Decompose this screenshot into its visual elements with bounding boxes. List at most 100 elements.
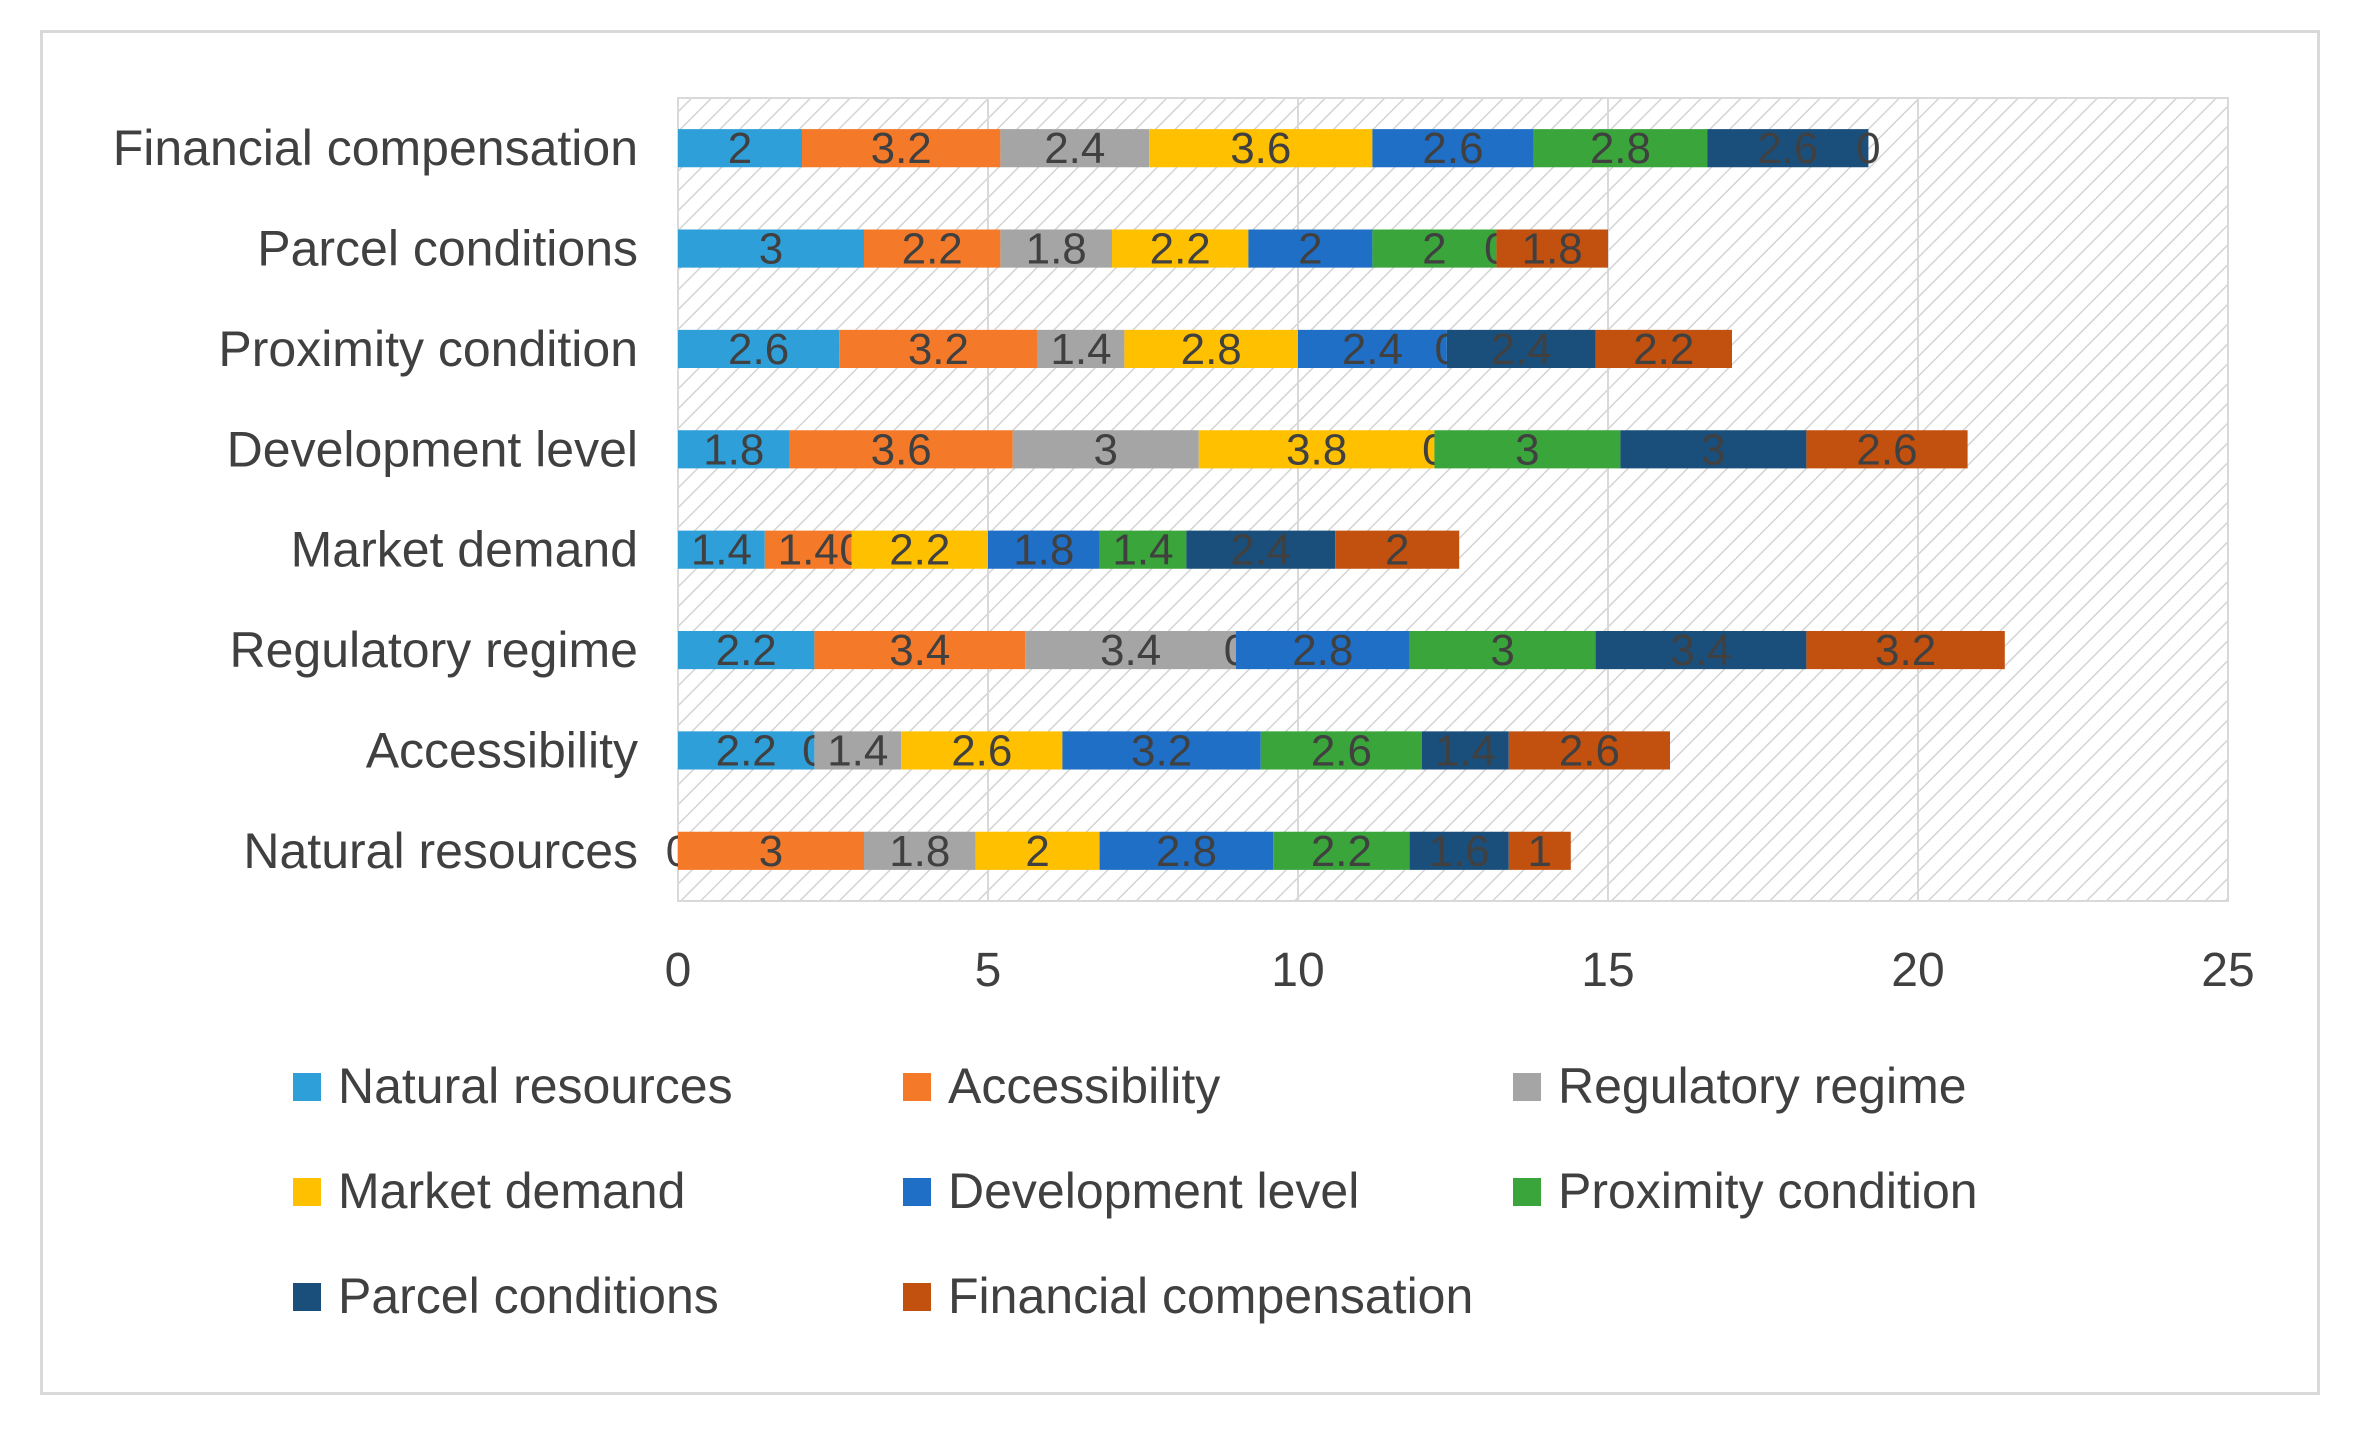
legend-label-accessibility: Accessibility [948, 1058, 1220, 1114]
bar-proximity-condition-financial-compensation [1595, 329, 1732, 369]
data-label-market-demand-financial-compensation: 2 [1385, 526, 1409, 575]
bar-accessibility-natural-resources [678, 731, 815, 770]
data-label-parcel-conditions-market-demand: 2.2 [1150, 225, 1211, 274]
data-label-accessibility-natural-resources: 2.2 [716, 726, 777, 775]
legend-swatch-financial-compensation [903, 1283, 931, 1311]
data-label-regulatory-regime-natural-resources: 2.2 [716, 626, 777, 675]
legend-label-regulatory-regime: Regulatory regime [1558, 1058, 1967, 1114]
bar-natural-resources-development-level [1099, 831, 1274, 870]
bar-proximity-condition-accessibility [839, 329, 1038, 369]
data-label-regulatory-regime-accessibility: 3.4 [889, 626, 950, 675]
x-tick-label-15: 15 [1581, 944, 1634, 997]
bar-parcel-conditions-natural-resources [678, 229, 864, 268]
legend-swatch-proximity-condition [1513, 1178, 1541, 1206]
bar-regulatory-regime-accessibility [814, 630, 1026, 670]
data-label-financial-compensation-parcel-conditions: 2.6 [1757, 124, 1818, 173]
legend: Natural resources Accessibility Regulatory… [293, 1058, 1978, 1324]
legend-label-market-demand: Market demand [338, 1163, 685, 1219]
bars: 23.22.43.62.62.82.6032.21.82.22201.82.63… [666, 124, 2005, 876]
x-axis-ticks: 0 5 10 15 20 25 [665, 944, 2255, 997]
bar-development-level-financial-compensation [1806, 430, 1968, 469]
data-label-proximity-condition-regulatory-regime: 1.4 [1050, 325, 1111, 374]
bar-market-demand-natural-resources [678, 530, 765, 569]
bar-market-demand-proximity-condition [1099, 530, 1187, 569]
bar-development-level-accessibility [789, 430, 1013, 469]
bar-parcel-conditions-market-demand [1112, 229, 1249, 268]
category-label-market-demand: Market demand [291, 522, 638, 578]
category-label-financial-compensation: Financial compensation [113, 120, 638, 176]
data-label-market-demand-accessibility: 1.4 [778, 526, 839, 575]
data-label-proximity-condition-parcel-conditions: 2.4 [1491, 325, 1552, 374]
data-label-market-demand-natural-resources: 1.4 [691, 526, 752, 575]
legend-swatch-regulatory-regime [1513, 1073, 1541, 1101]
bar-development-level-market-demand [1198, 430, 1435, 469]
data-label-proximity-condition-market-demand: 2.8 [1181, 325, 1242, 374]
data-label-accessibility-market-demand: 2.6 [951, 726, 1012, 775]
bar-development-level-regulatory-regime [1012, 430, 1199, 469]
bar-parcel-conditions-accessibility [864, 229, 1001, 268]
bar-accessibility-market-demand [901, 731, 1063, 770]
bar-regulatory-regime-parcel-conditions [1595, 630, 1807, 670]
x-tick-label-25: 25 [2201, 944, 2254, 997]
data-label-development-level-proximity-condition: 3 [1515, 425, 1539, 474]
category-labels: Financial compensation Parcel conditions P… [113, 120, 638, 879]
data-label-financial-compensation-development-level: 2.6 [1422, 124, 1483, 173]
data-label-regulatory-regime-parcel-conditions: 3.4 [1670, 626, 1731, 675]
bar-financial-compensation-regulatory-regime [1000, 129, 1150, 168]
data-label-development-level-parcel-conditions: 3 [1701, 425, 1725, 474]
bar-regulatory-regime-development-level [1236, 630, 1410, 670]
bar-accessibility-regulatory-regime [814, 731, 902, 770]
data-label-financial-compensation-accessibility: 3.2 [871, 124, 932, 173]
data-label-proximity-condition-natural-resources: 2.6 [728, 325, 789, 374]
data-label-natural-resources-proximity-condition: 2.2 [1311, 827, 1372, 876]
bar-accessibility-proximity-condition [1260, 731, 1422, 770]
legend-label-parcel-conditions: Parcel conditions [338, 1268, 719, 1324]
data-label-proximity-condition-development-level: 2.4 [1342, 325, 1403, 374]
bar-proximity-condition-development-level [1298, 329, 1447, 369]
x-tick-label-5: 5 [975, 944, 1002, 997]
data-label-development-level-market-demand: 3.8 [1286, 425, 1347, 474]
bar-proximity-condition-natural-resources [678, 329, 840, 369]
legend-swatch-accessibility [903, 1073, 931, 1101]
x-tick-label-20: 20 [1891, 944, 1944, 997]
data-label-financial-compensation-natural-resources: 2 [728, 124, 752, 173]
bar-accessibility-development-level [1062, 731, 1261, 770]
data-label-natural-resources-parcel-conditions: 1.6 [1429, 827, 1490, 876]
chart-frame: 23.22.43.62.62.82.6032.21.82.22201.82.63… [40, 30, 2320, 1395]
data-label-parcel-conditions-accessibility: 2.2 [902, 225, 963, 274]
bar-accessibility-financial-compensation [1508, 731, 1670, 770]
legend-label-natural-resources: Natural resources [338, 1058, 733, 1114]
category-label-parcel-conditions: Parcel conditions [257, 221, 638, 277]
legend-swatch-development-level [903, 1178, 931, 1206]
bar-development-level-proximity-condition [1434, 430, 1621, 469]
bar-regulatory-regime-financial-compensation [1806, 630, 2005, 670]
bar-parcel-conditions-development-level [1248, 229, 1373, 268]
stacked-bar-chart: 23.22.43.62.62.82.6032.21.82.22201.82.63… [113, 97, 2255, 1324]
data-label-regulatory-regime-development-level: 2.8 [1292, 626, 1353, 675]
legend-label-development-level: Development level [948, 1163, 1359, 1219]
x-tick-label-10: 10 [1271, 944, 1324, 997]
bar-financial-compensation-proximity-condition [1533, 129, 1708, 168]
data-label-accessibility-parcel-conditions: 1.4 [1435, 726, 1496, 775]
bar-financial-compensation-market-demand [1149, 129, 1373, 168]
bar-natural-resources-proximity-condition [1273, 831, 1410, 870]
data-label-natural-resources-accessibility: 3 [759, 827, 783, 876]
category-label-regulatory-regime: Regulatory regime [229, 622, 638, 678]
bar-market-demand-accessibility [764, 530, 852, 569]
bar-parcel-conditions-proximity-condition [1372, 229, 1497, 268]
bar-natural-resources-parcel-conditions [1409, 831, 1509, 870]
data-label-natural-resources-financial-compensation: 1 [1528, 827, 1552, 876]
legend-label-proximity-condition: Proximity condition [1558, 1163, 1978, 1219]
bar-regulatory-regime-natural-resources [678, 630, 815, 670]
data-label-financial-compensation-financial-compensation: 0 [1856, 124, 1880, 173]
data-label-accessibility-financial-compensation: 2.6 [1559, 726, 1620, 775]
bar-market-demand-development-level [988, 530, 1100, 569]
bar-proximity-condition-market-demand [1124, 329, 1298, 369]
bar-natural-resources-financial-compensation [1508, 831, 1571, 870]
data-label-natural-resources-market-demand: 2 [1025, 827, 1049, 876]
bar-regulatory-regime-proximity-condition [1409, 630, 1596, 670]
data-label-regulatory-regime-financial-compensation: 3.2 [1875, 626, 1936, 675]
data-label-financial-compensation-regulatory-regime: 2.4 [1044, 124, 1105, 173]
data-label-parcel-conditions-development-level: 2 [1298, 225, 1322, 274]
data-label-development-level-regulatory-regime: 3 [1094, 425, 1118, 474]
